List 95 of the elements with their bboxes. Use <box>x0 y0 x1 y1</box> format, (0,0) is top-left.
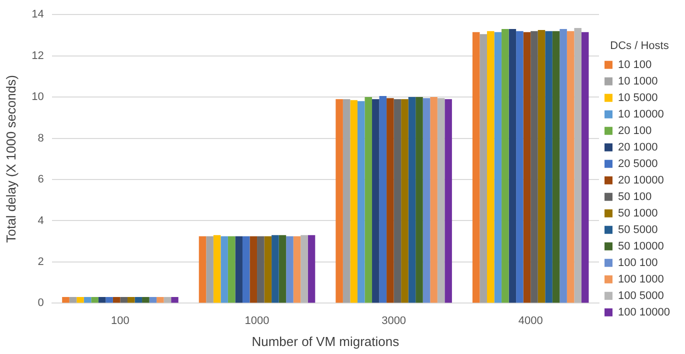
bar <box>300 235 308 303</box>
bar <box>142 297 150 303</box>
bar <box>386 98 394 303</box>
legend-label: 20 10000 <box>618 174 664 186</box>
bar <box>480 34 488 303</box>
x-tick-label: 3000 <box>382 314 406 327</box>
bar <box>69 297 77 303</box>
bar <box>408 97 416 303</box>
legend-label: 20 100 <box>618 124 652 137</box>
bar <box>416 97 423 303</box>
y-tick-label: 8 <box>38 132 44 144</box>
bar <box>149 297 157 303</box>
y-tick-label: 12 <box>32 50 44 62</box>
legend-label: 100 10000 <box>618 306 670 318</box>
bar <box>120 297 128 303</box>
bar <box>91 297 98 303</box>
bar <box>213 235 221 303</box>
bar <box>134 297 142 303</box>
bar <box>228 236 236 303</box>
bar <box>494 32 502 303</box>
bar <box>264 236 272 303</box>
bar <box>379 96 387 303</box>
bar <box>566 31 574 303</box>
bar <box>250 236 258 303</box>
legend-label: 100 100 <box>618 256 658 269</box>
bar <box>487 31 494 303</box>
bar <box>198 236 206 303</box>
bar <box>516 31 524 303</box>
legend-label: 100 5000 <box>618 290 664 302</box>
bar <box>220 236 228 303</box>
y-tick-label: 14 <box>32 8 44 21</box>
bar <box>128 297 135 303</box>
bar <box>574 28 582 303</box>
bar <box>272 235 279 303</box>
bar <box>502 29 509 303</box>
bar <box>350 100 358 303</box>
legend-label: 100 1000 <box>618 273 664 286</box>
bar <box>422 98 430 303</box>
bar <box>76 297 84 303</box>
legend-label: 20 1000 <box>618 141 658 154</box>
bar <box>293 236 301 303</box>
bar <box>430 97 438 303</box>
bar <box>112 297 120 303</box>
bar <box>171 297 178 303</box>
bar <box>530 31 538 303</box>
bar <box>552 31 560 303</box>
bar <box>336 99 343 303</box>
bar <box>394 99 402 303</box>
bar <box>444 99 452 303</box>
bar <box>156 297 164 303</box>
bar <box>581 32 589 303</box>
y-tick-label: 4 <box>38 214 44 227</box>
legend-label: 50 100 <box>618 190 652 203</box>
bar <box>523 32 531 303</box>
bar <box>437 98 445 303</box>
bar <box>545 31 552 303</box>
legend-label: 10 1000 <box>618 75 658 88</box>
x-tick-label: 4000 <box>518 314 543 327</box>
y-axis-title: Total delay (X 1000 seconds) <box>3 75 18 243</box>
bar <box>242 236 250 303</box>
y-tick-label: 2 <box>38 256 44 268</box>
legend-label: 50 1000 <box>618 207 658 220</box>
bar <box>235 236 242 303</box>
legend-title: DCs / Hosts <box>610 40 670 52</box>
y-tick-label: 10 <box>32 91 44 104</box>
bar <box>364 97 372 303</box>
legend-label: 50 10000 <box>618 240 664 252</box>
y-tick-label: 0 <box>38 297 44 310</box>
bar <box>357 101 365 303</box>
legend-label: 10 10000 <box>618 108 664 120</box>
y-tick-label: 6 <box>38 174 44 186</box>
bar <box>472 32 480 303</box>
x-tick-label: 100 <box>111 314 130 327</box>
bar <box>164 297 172 303</box>
bar <box>278 235 286 303</box>
bar <box>84 297 92 303</box>
bar <box>106 297 113 303</box>
bar <box>372 99 380 303</box>
bar <box>538 30 546 303</box>
legend-label: 20 5000 <box>618 158 658 170</box>
bar <box>206 236 214 303</box>
bar <box>257 236 264 303</box>
bar <box>508 29 516 303</box>
bar <box>342 99 350 303</box>
bar <box>62 297 70 303</box>
bar <box>401 99 408 303</box>
legend-label: 10 100 <box>618 58 652 71</box>
x-tick-label: 1000 <box>244 314 270 327</box>
x-axis-title: Number of VM migrations <box>252 334 400 349</box>
bar <box>98 297 106 303</box>
bar <box>308 235 316 303</box>
bar <box>286 236 294 303</box>
bar <box>560 29 567 303</box>
legend-label: 10 5000 <box>618 92 658 104</box>
legend-label: 50 5000 <box>618 224 658 236</box>
